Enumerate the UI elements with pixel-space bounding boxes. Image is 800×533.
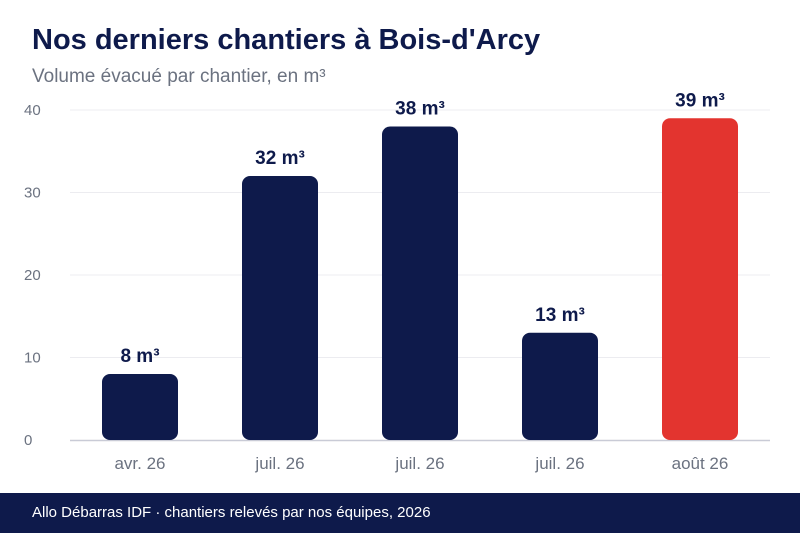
x-tick-label: juil. 26	[394, 454, 444, 473]
x-tick-label: avr. 26	[114, 454, 165, 473]
y-tick-label: 10	[24, 350, 41, 367]
bar	[102, 374, 178, 440]
y-tick-label: 0	[24, 432, 32, 449]
x-tick-label: août 26	[672, 454, 729, 473]
bar	[522, 332, 598, 440]
footer-source: Allo Débarras IDF · chantiers relevés pa…	[32, 504, 431, 521]
y-tick-label: 20	[24, 267, 41, 284]
x-tick-label: juil. 26	[254, 454, 304, 473]
y-tick-label: 40	[24, 102, 41, 119]
bar	[382, 126, 458, 440]
bar-chart: 0 10 20 30 40 8 m³ avr. 26 32 m³ juil. 26 38 m³ ju…	[24, 90, 770, 473]
x-tick-label: juil. 26	[534, 454, 584, 473]
footer-bar: Allo Débarras IDF · chantiers relevés pa…	[0, 493, 800, 533]
chart-title: Nos derniers chantiers à Bois-d'Arcy	[32, 24, 541, 56]
bar	[662, 118, 738, 440]
data-label: 38 m³	[395, 99, 445, 120]
chart-subtitle: Volume évacué par chantier, en m³	[32, 66, 326, 87]
data-label: 13 m³	[535, 305, 585, 326]
data-label: 32 m³	[255, 148, 305, 169]
data-label: 8 m³	[120, 346, 159, 367]
data-label: 39 m³	[675, 90, 725, 111]
y-tick-label: 30	[24, 185, 41, 202]
bar	[242, 176, 318, 440]
